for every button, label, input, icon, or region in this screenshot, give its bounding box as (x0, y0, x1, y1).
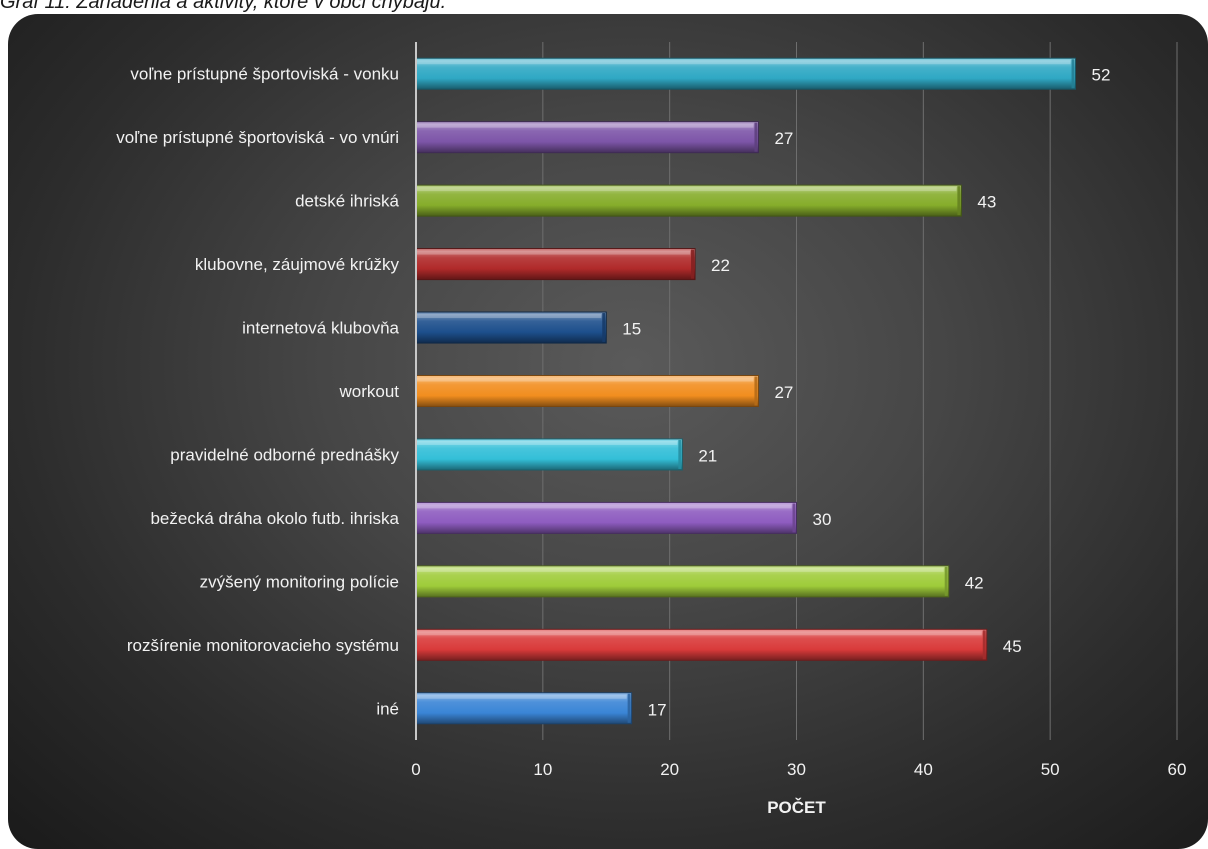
category-label: zvýšený monitoring polície (200, 572, 399, 591)
bar-end-cap (602, 313, 606, 343)
bar (415, 184, 962, 217)
bar-end-cap (627, 693, 631, 723)
bar-sheen (417, 314, 602, 319)
bar-end-cap (944, 566, 948, 596)
bars (415, 57, 1077, 725)
bar-end-cap (754, 122, 758, 152)
data-label: 15 (622, 320, 641, 339)
bar-end-cap (754, 376, 758, 406)
bar-sheen (417, 250, 691, 255)
bar (415, 248, 696, 281)
data-label: 42 (965, 573, 984, 592)
bar-sheen (417, 440, 678, 445)
category-label: rozšírenie monitorovacieho systému (127, 636, 399, 655)
bar (415, 438, 683, 471)
bar-chart: 0 10 20 30 40 50 60 POČET voľne prístupné športo… (116, 42, 1186, 817)
data-label: 17 (648, 700, 667, 719)
bar-sheen (417, 504, 792, 509)
x-tick-label: 20 (660, 760, 679, 779)
bar-sheen (417, 123, 754, 128)
bar-end-cap (678, 439, 682, 469)
data-label: 43 (977, 193, 996, 212)
bar (415, 311, 607, 344)
chart-panel: 0 10 20 30 40 50 60 POČET voľne prístupné športo… (8, 14, 1208, 849)
labels: 0 10 20 30 40 50 60 POČET voľne prístupné športo… (116, 65, 1186, 817)
category-label: voľne prístupné športoviská - vonku (130, 65, 399, 84)
bar-sheen (417, 631, 982, 636)
grid-lines (542, 42, 1178, 740)
bar (415, 375, 759, 407)
bar-sheen (417, 377, 754, 382)
data-label: 52 (1092, 66, 1111, 85)
data-label: 45 (1003, 637, 1022, 656)
figure-caption: Graf 11: Zariadenia a aktivity, ktoré v … (0, 0, 447, 13)
bar (415, 57, 1077, 90)
bar-end-cap (957, 186, 961, 216)
data-label: 27 (774, 129, 793, 148)
data-label: 21 (698, 446, 717, 465)
bar-end-cap (982, 630, 986, 660)
x-tick-label: 0 (411, 760, 420, 779)
category-label: iné (376, 699, 399, 718)
bar-sheen (417, 60, 1071, 65)
data-label: 27 (774, 383, 793, 402)
bar (415, 628, 988, 661)
bar-sheen (417, 567, 944, 572)
bar (415, 565, 950, 598)
data-label: 30 (813, 510, 832, 529)
x-tick-label: 40 (914, 760, 933, 779)
category-label: bežecká dráha okolo futb. ihriska (150, 509, 399, 528)
bar-sheen (417, 694, 627, 699)
x-tick-label: 50 (1041, 760, 1060, 779)
bar-end-cap (1071, 59, 1075, 89)
x-tick-label: 10 (533, 760, 552, 779)
category-label: detské ihriská (295, 192, 399, 211)
category-label: klubovne, záujmové krúžky (195, 255, 400, 274)
bar-end-cap (691, 249, 695, 279)
category-label: voľne prístupné športoviská - vo vnúri (116, 128, 399, 147)
category-label: workout (338, 382, 399, 401)
x-tick-label: 60 (1168, 760, 1187, 779)
x-axis-title: POČET (767, 798, 826, 817)
bar-end-cap (792, 503, 796, 533)
data-label: 22 (711, 256, 730, 275)
bar-sheen (417, 187, 957, 192)
category-label: internetová klubovňa (242, 319, 399, 338)
bar (415, 501, 797, 534)
category-label: pravidelné odborné prednášky (170, 445, 399, 464)
x-tick-label: 30 (787, 760, 806, 779)
bar (415, 692, 633, 725)
